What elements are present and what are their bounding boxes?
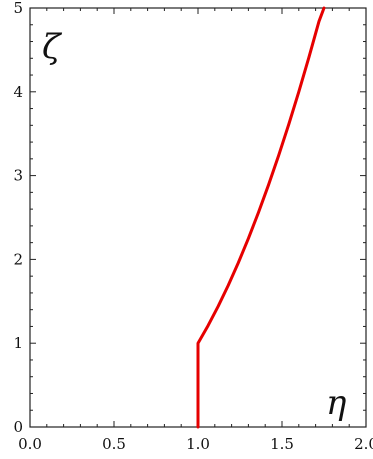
x-tick-label: 0.0	[18, 435, 42, 453]
y-tick-label: 4	[13, 83, 23, 101]
x-axis-label: η	[326, 383, 347, 423]
tick-labels: 0.0 0.5 1.0 1.5 2.0 0 1 2 3 4 5	[13, 0, 373, 453]
x-tick-label: 0.5	[102, 435, 126, 453]
series-line	[196, 6, 326, 429]
x-tick-label: 2.0	[354, 435, 373, 453]
y-tick-label: 2	[13, 250, 23, 268]
ticks	[29, 7, 367, 428]
y-tick-label: 3	[13, 167, 23, 185]
y-tick-label: 5	[13, 0, 23, 17]
x-tick-label: 1.0	[186, 435, 210, 453]
y-tick-label: 0	[13, 418, 23, 436]
y-tick-label: 1	[13, 334, 23, 352]
x-tick-label: 1.5	[270, 435, 294, 453]
y-axis-label: ζ	[42, 27, 63, 67]
